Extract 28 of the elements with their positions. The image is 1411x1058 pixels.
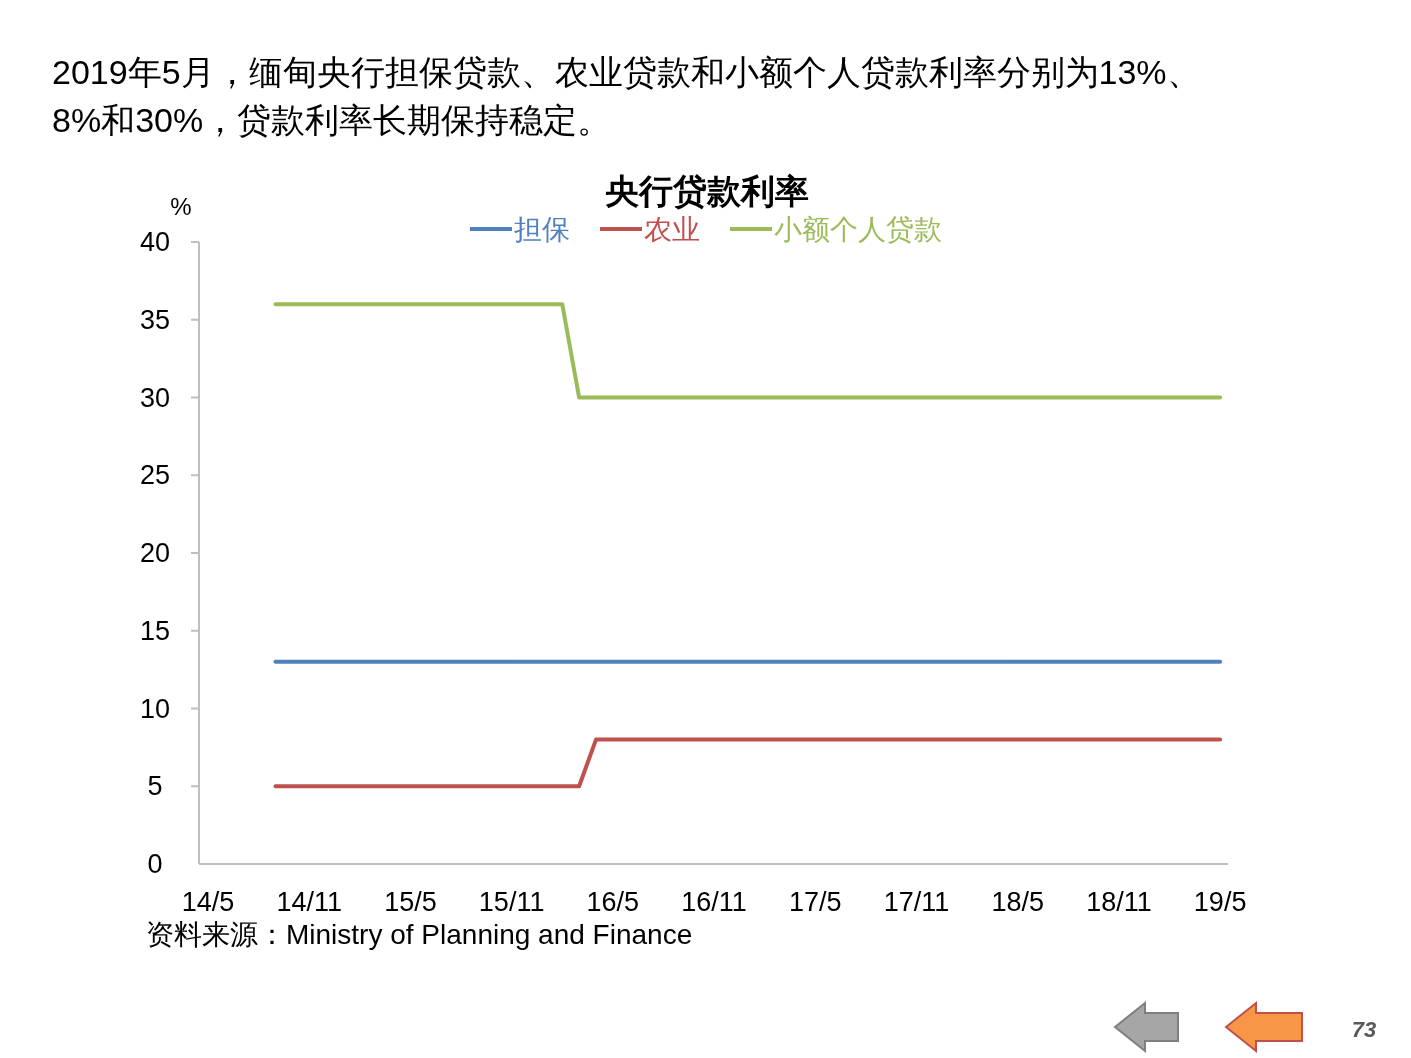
legend-label: 农业	[644, 214, 700, 245]
y-tick-label: 30	[139, 382, 171, 413]
x-tick-label: 15/11	[478, 887, 545, 917]
y-axis-title: %	[170, 193, 192, 220]
text: 73	[1351, 1017, 1377, 1042]
y-tick-label: 20	[139, 538, 171, 568]
chart-subtitle: 2019年5月，缅甸央行担保贷款、农业贷款和小额个人贷款利率分别为13%、8%和30%，贷款利率长期保持稳定。	[52, 53, 1201, 139]
y-tick-label: 5	[147, 771, 163, 802]
y-tick-label: 10	[139, 693, 171, 724]
legend-label: 担保	[514, 214, 570, 245]
y-tick-label: 15	[139, 615, 171, 646]
x-tick-label: 17/5	[788, 887, 842, 917]
x-tick-label: 14/5	[181, 887, 235, 917]
text: 资料来源：Ministry of Planning and Finance	[146, 919, 693, 950]
x-tick-label: 18/11	[1086, 887, 1152, 917]
y-tick-label: 0	[147, 849, 163, 879]
y-tick-label: 40	[139, 227, 171, 257]
x-tick-label: 19/5	[1193, 887, 1247, 917]
y-tick-label: 25	[139, 460, 171, 491]
y-tick-label: 35	[139, 304, 171, 335]
x-tick-label: 17/11	[883, 887, 950, 917]
x-tick-label: 15/5	[384, 887, 437, 917]
chart-title: 央行贷款利率	[605, 172, 809, 210]
legend-label: 小额个人贷款	[774, 214, 942, 245]
x-tick-label: 14/11	[276, 887, 342, 917]
x-tick-label: 16/5	[586, 887, 640, 917]
x-tick-label: 16/11	[681, 887, 747, 917]
x-tick-label: 18/5	[991, 887, 1044, 917]
